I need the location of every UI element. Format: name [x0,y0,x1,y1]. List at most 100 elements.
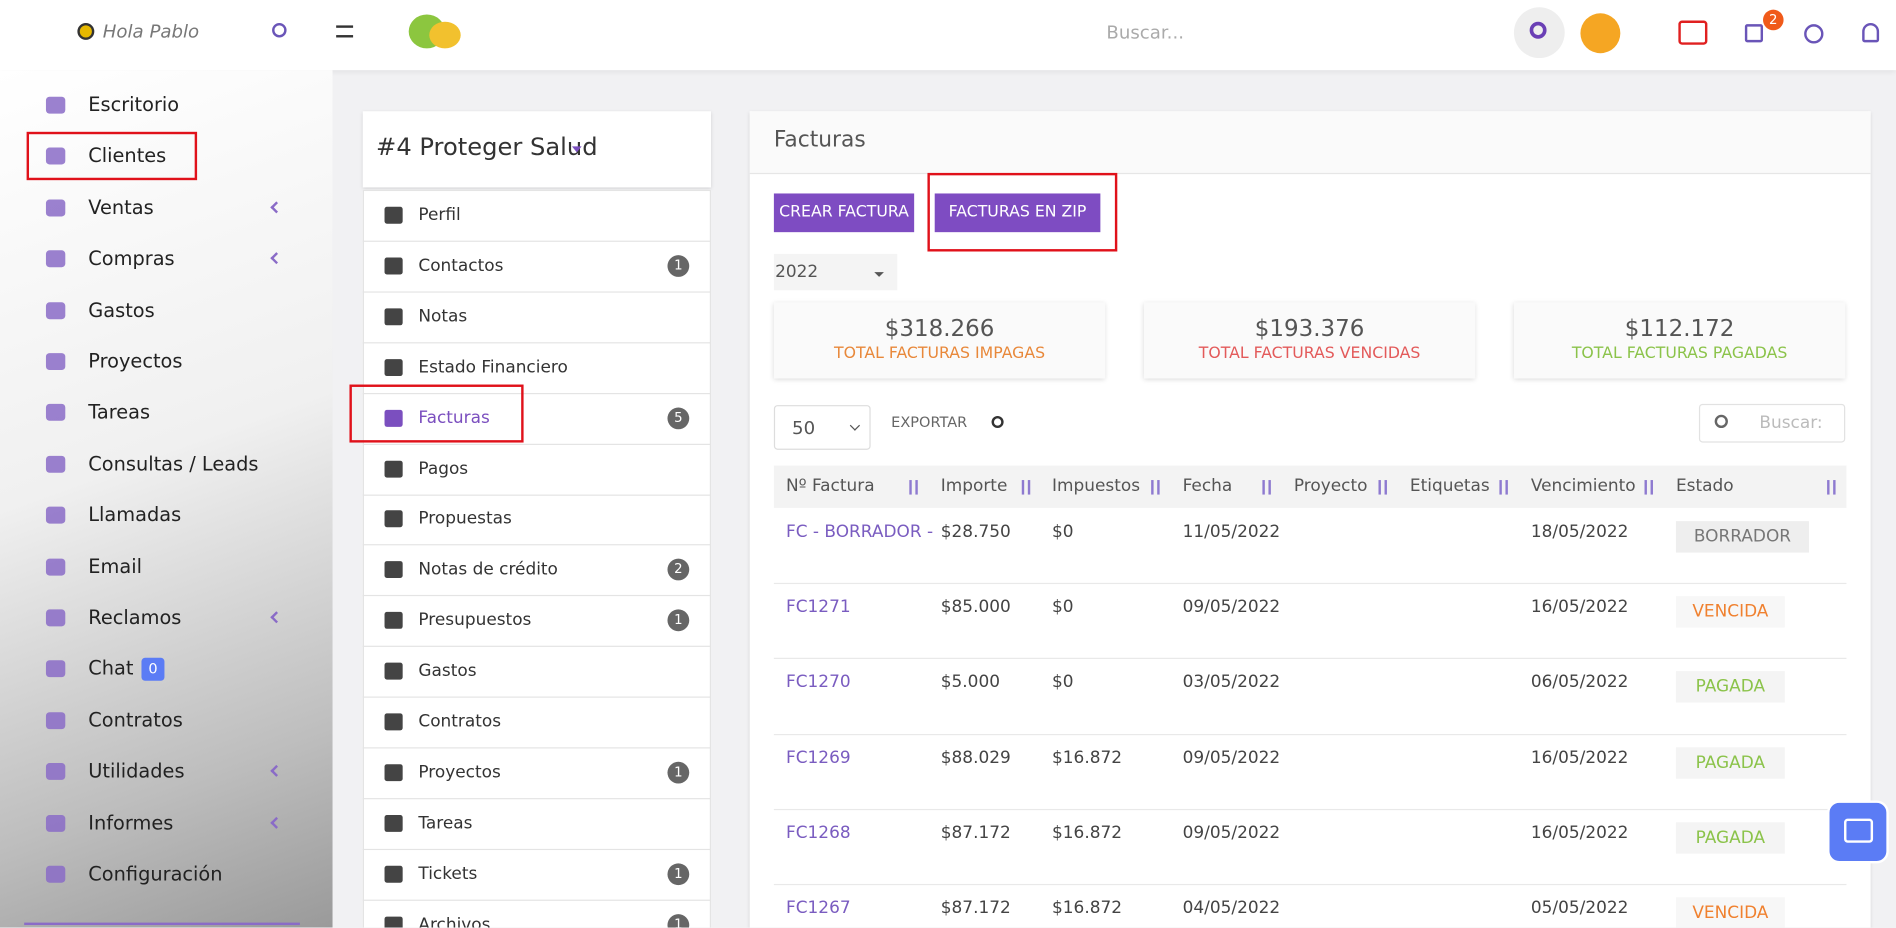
menu-icon [384,510,403,528]
table-cell: 05/05/2022 [1530,898,1629,918]
sort-icon [1378,480,1387,495]
menu-divider [362,645,712,648]
invoice-link[interactable]: FC1267 [785,898,851,918]
menu-badge: 5 [667,407,690,429]
column-header[interactable]: Estado [1675,476,1734,496]
client-menu-item[interactable]: Notas [418,306,468,327]
menu-divider [362,443,712,445]
search-icon [1714,414,1728,429]
menu-icon [384,409,403,427]
invoice-link[interactable]: FC1271 [785,597,851,617]
client-menu-item[interactable]: Tareas [418,813,473,833]
table-cell: $0 [1052,597,1074,617]
sidebar-icon [45,301,66,319]
column-header[interactable]: Etiquetas [1409,476,1490,496]
action-button[interactable]: FACTURAS EN ZIP [934,193,1101,233]
bell-icon[interactable] [1862,22,1880,43]
clock-icon[interactable] [1804,24,1824,44]
menu-divider [362,797,712,800]
client-menu-item[interactable]: Notas de crédito [418,560,558,580]
sidebar-icon [45,353,66,371]
table-cell: $87.172 [940,823,1011,843]
refresh-icon[interactable] [991,415,1004,429]
sidebar-item[interactable]: Configuración [88,862,223,886]
sidebar-icon [45,404,66,422]
tasks-icon[interactable] [1744,24,1764,43]
menu-divider [362,392,712,394]
client-menu-item[interactable]: Contratos [418,712,502,732]
client-menu-item[interactable]: Presupuestos [418,610,532,631]
avatar[interactable] [1580,13,1621,54]
sort-icon [1262,480,1271,495]
sidebar-item[interactable]: Compras [88,246,175,270]
column-header[interactable]: Importe [940,476,1008,496]
table-search[interactable] [1698,403,1846,443]
menu-divider [362,747,712,749]
client-menu-item[interactable]: Estado Financiero [418,357,568,377]
highlight-box [26,132,198,181]
power-icon[interactable] [272,22,287,38]
invoice-link[interactable]: FC1269 [785,748,851,768]
sidebar-item[interactable]: Consultas / Leads [88,451,259,475]
sidebar-icon [45,865,66,883]
menu-icon [384,561,403,579]
client-menu-item[interactable]: Tickets [418,864,478,884]
menu-divider [362,493,712,496]
menu-divider [362,899,712,901]
status-badge [1675,822,1785,854]
client-menu-item[interactable]: Contactos [418,256,504,276]
column-header[interactable]: Fecha [1182,476,1233,496]
table-cell: $28.750 [940,522,1011,542]
sidebar-item[interactable]: Contratos [88,708,183,732]
sidebar-icon [45,147,66,165]
sidebar-item[interactable]: Ventas [88,195,154,219]
client-title[interactable]: #4 Proteger Salud [376,131,598,161]
sort-icon [1827,480,1836,495]
stat-amount: $318.266 [884,315,995,343]
invoice-link[interactable]: FC1270 [785,672,851,693]
table-cell: 16/05/2022 [1530,823,1629,843]
sidebar-item[interactable]: Llamadas [88,503,182,527]
sidebar-item[interactable]: Reclamos [88,605,182,629]
client-menu-item[interactable]: Perfil [418,205,461,225]
client-menu-item[interactable]: Facturas [418,408,490,428]
column-header[interactable]: Vencimiento [1530,476,1636,496]
menu-divider [362,848,712,850]
export-button[interactable]: EXPORTAR [891,413,968,431]
table-cell: $85.000 [940,597,1011,617]
status-label: PAGADA [1695,752,1766,773]
sidebar-item[interactable]: Gastos [88,298,155,322]
invoice-link[interactable]: FC1268 [785,823,851,843]
column-header[interactable]: Proyecto [1293,476,1368,496]
sidebar-item[interactable]: Email [88,554,142,578]
client-title-box [362,111,712,188]
menu-toggle[interactable] [336,25,354,38]
column-header[interactable]: Impuestos [1052,476,1141,496]
sidebar-item[interactable]: Informes [88,810,174,834]
sidebar-icon [45,199,66,217]
table-search-placeholder: Buscar: [1759,413,1823,433]
table-cell: $16.872 [1052,823,1123,843]
sidebar-item[interactable]: Utilidades [88,759,185,783]
table-cell: 11/05/2022 [1182,522,1281,542]
action-button[interactable]: CREAR FACTURA [773,193,915,233]
search-input[interactable]: Buscar... [1106,21,1184,44]
chat-icon[interactable] [1678,20,1708,45]
sidebar-item[interactable]: Chat [88,657,134,681]
sidebar-item[interactable]: Tareas [88,400,151,424]
client-menu-item[interactable]: Propuestas [418,509,512,529]
sidebar-item[interactable]: Escritorio [88,93,180,117]
invoice-link[interactable]: FC - BORRADOR - [785,522,934,542]
page-size-select[interactable] [773,405,871,450]
client-menu-item[interactable]: Proyectos [418,762,501,783]
table-cell: 16/05/2022 [1530,748,1629,768]
sidebar-item[interactable]: Clientes [88,144,167,168]
client-menu-item[interactable]: Archivos [418,914,491,928]
client-menu [362,189,712,928]
client-menu-item[interactable]: Pagos [418,458,469,479]
client-menu-item[interactable]: Gastos [418,661,477,681]
sidebar-item[interactable]: Proyectos [88,349,183,373]
column-header[interactable]: Nº Factura [785,476,875,496]
chat-fab[interactable] [1827,800,1889,864]
